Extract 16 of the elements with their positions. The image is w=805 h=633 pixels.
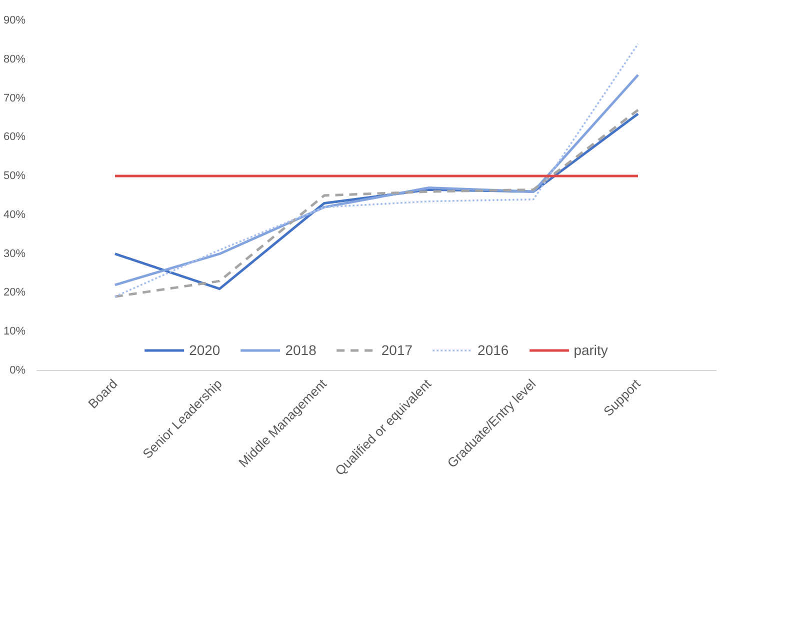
legend-label: 2018: [285, 342, 316, 358]
y-tick-label: 0%: [10, 364, 26, 376]
legend-label: parity: [574, 342, 608, 358]
y-tick-label: 70%: [3, 92, 26, 104]
y-tick-label: 40%: [3, 208, 26, 221]
line-series: [114, 42, 639, 298]
legend-label: 2016: [478, 342, 509, 358]
y-tick-label: 20%: [3, 286, 26, 299]
legend-label: 2020: [189, 342, 220, 358]
y-tick-label: 10%: [3, 326, 26, 338]
y-tick-label: 90%: [3, 14, 26, 26]
y-tick-label: 80%: [3, 53, 26, 66]
y-tick-label: 50%: [3, 170, 26, 182]
y-tick-label: 60%: [3, 131, 26, 144]
legend-label: 2017: [381, 342, 413, 358]
y-tick-label: 30%: [3, 248, 26, 260]
